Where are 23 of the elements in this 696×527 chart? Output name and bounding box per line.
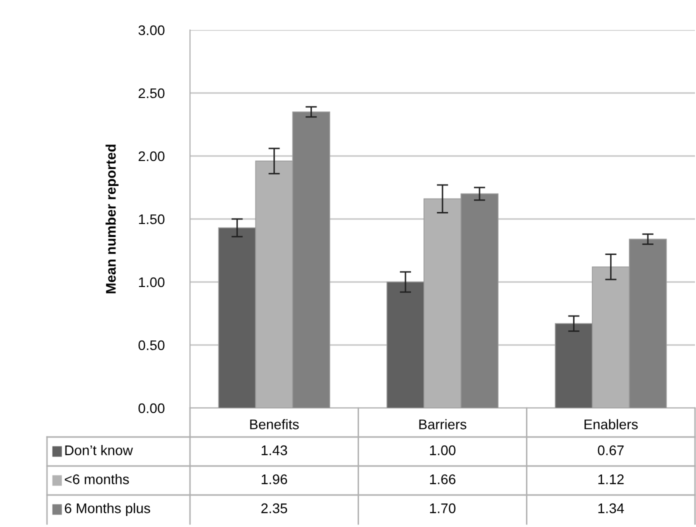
y-tick-label: 3.00 xyxy=(138,25,164,36)
data-label: 1.00 xyxy=(430,445,456,456)
data-label: 1.70 xyxy=(430,503,456,514)
data-label: 1.12 xyxy=(598,474,624,484)
data-label: 1.96 xyxy=(262,474,288,484)
legend-label: 6 Months plus xyxy=(64,503,150,516)
data-label: 0.67 xyxy=(598,445,624,456)
data-label: 1.66 xyxy=(430,474,456,484)
x-tick-label: Barriers xyxy=(419,419,466,430)
y-tick-label: 0.00 xyxy=(138,403,164,414)
y-tick-label: 1.50 xyxy=(139,214,164,224)
y-tick-label: 0.50 xyxy=(138,340,164,350)
x-tick-label: Enablers xyxy=(584,419,638,430)
y-tick-label: 2.50 xyxy=(138,88,164,98)
legend-label: <6 months xyxy=(64,474,129,484)
y-axis-title: Mean number reported xyxy=(106,144,119,294)
data-label: 1.34 xyxy=(598,503,624,514)
data-label: 2.35 xyxy=(261,503,288,514)
data-label: 1.43 xyxy=(262,445,288,456)
legend-label: Don’t know xyxy=(65,445,133,456)
y-tick-label: 1.00 xyxy=(139,277,164,288)
x-tick-label: Benefits xyxy=(250,419,299,430)
y-tick-label: 2.00 xyxy=(138,151,164,162)
